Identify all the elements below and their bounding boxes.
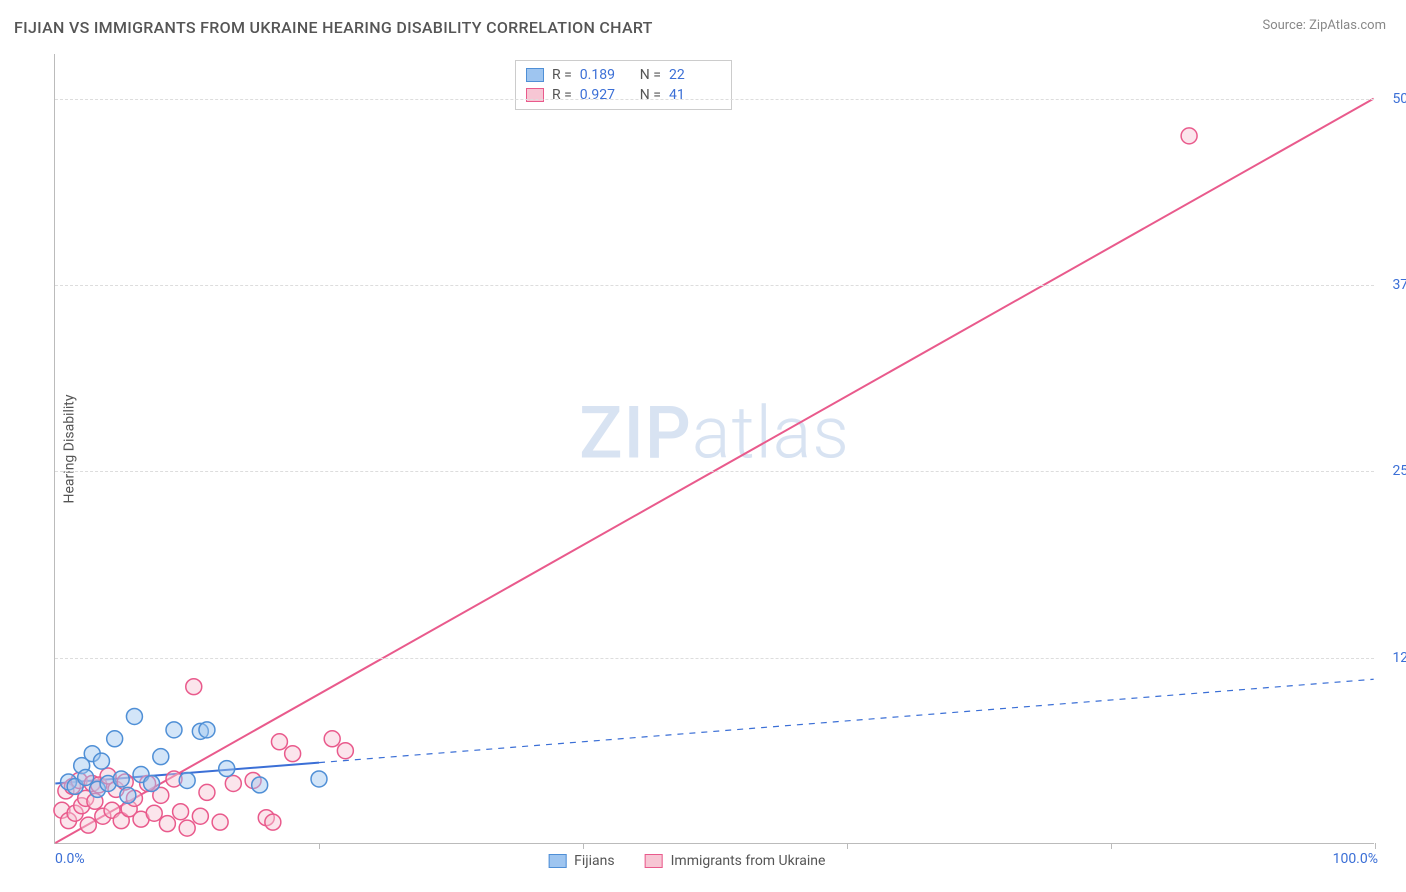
data-point — [78, 770, 94, 786]
data-point — [219, 761, 235, 777]
gridline-h — [55, 658, 1374, 659]
data-point — [120, 787, 136, 803]
legend-r-0: 0.189 — [580, 67, 632, 83]
legend-r-1: 0.927 — [580, 87, 632, 103]
data-point — [153, 749, 169, 765]
source-label: Source: ZipAtlas.com — [1262, 18, 1386, 33]
data-point — [252, 777, 268, 793]
legend-top: R = 0.189 N = 22 R = 0.927 N = 41 — [515, 60, 732, 110]
data-point — [186, 679, 202, 695]
data-point — [285, 746, 301, 762]
data-point — [337, 743, 353, 759]
data-point — [144, 775, 160, 791]
data-point — [192, 808, 208, 824]
data-point — [324, 731, 340, 747]
data-point — [179, 820, 195, 836]
chart-svg — [55, 54, 1374, 843]
legend-bottom-label-0: Fijians — [574, 853, 614, 869]
x-tick — [1111, 843, 1112, 849]
data-point — [271, 734, 287, 750]
x-tick — [1375, 843, 1376, 849]
legend-row-1: R = 0.927 N = 41 — [526, 85, 721, 105]
gridline-h — [55, 285, 1374, 286]
x-tick — [847, 843, 848, 849]
chart-title: FIJIAN VS IMMIGRANTS FROM UKRAINE HEARIN… — [14, 18, 653, 37]
legend-swatch-1 — [526, 88, 544, 102]
data-point — [113, 771, 129, 787]
data-point — [146, 805, 162, 821]
data-point — [166, 722, 182, 738]
y-tick-label: 50.0% — [1392, 91, 1406, 107]
data-point — [126, 708, 142, 724]
data-point — [80, 817, 96, 833]
trend-line-dashed — [319, 679, 1374, 762]
legend-row-0: R = 0.189 N = 22 — [526, 65, 721, 85]
legend-n-label: N = — [640, 67, 661, 83]
data-point — [1181, 128, 1197, 144]
data-point — [311, 771, 327, 787]
legend-bottom-0: Fijians — [548, 853, 614, 869]
data-point — [199, 722, 215, 738]
gridline-h — [55, 99, 1374, 100]
legend-r-label: R = — [552, 87, 572, 103]
legend-swatch-0 — [526, 68, 544, 82]
data-point — [93, 753, 109, 769]
legend-bottom-swatch-1 — [645, 854, 663, 868]
legend-bottom-swatch-0 — [548, 854, 566, 868]
data-point — [173, 804, 189, 820]
plot-area: Hearing Disability ZIPatlas R = 0.189 N … — [54, 54, 1374, 844]
y-tick-label: 12.5% — [1392, 650, 1406, 666]
y-tick-label: 25.0% — [1392, 463, 1406, 479]
legend-bottom: Fijians Immigrants from Ukraine — [548, 853, 825, 869]
x-tick-max: 100.0% — [1333, 851, 1378, 867]
legend-r-label: R = — [552, 67, 572, 83]
legend-n-1: 41 — [669, 87, 721, 103]
legend-bottom-1: Immigrants from Ukraine — [645, 853, 826, 869]
data-point — [225, 775, 241, 791]
x-tick-min: 0.0% — [55, 851, 85, 867]
y-tick-label: 37.5% — [1392, 277, 1406, 293]
data-point — [179, 772, 195, 788]
legend-n-label: N = — [640, 87, 661, 103]
x-tick — [583, 843, 584, 849]
data-point — [159, 816, 175, 832]
legend-n-0: 22 — [669, 67, 721, 83]
data-point — [265, 814, 281, 830]
x-tick — [319, 843, 320, 849]
legend-bottom-label-1: Immigrants from Ukraine — [671, 853, 826, 869]
data-point — [212, 814, 228, 830]
data-point — [199, 784, 215, 800]
data-point — [107, 731, 123, 747]
gridline-h — [55, 471, 1374, 472]
